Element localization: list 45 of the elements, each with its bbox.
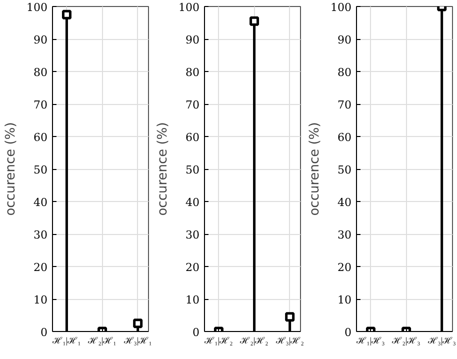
y-axis-title: occurence (%) bbox=[4, 122, 19, 216]
y-tick-label: 10 bbox=[338, 294, 352, 306]
y-tick-label: 30 bbox=[338, 228, 352, 242]
y-tick-label: 100 bbox=[330, 1, 352, 14]
x-tick-label: ℋ₂|ℋ₂ bbox=[239, 336, 268, 346]
y-tick-label: 90 bbox=[34, 34, 48, 46]
y-tick-label: 40 bbox=[338, 196, 352, 209]
y-tick-label: 0 bbox=[192, 326, 200, 339]
y-tick-label: 70 bbox=[338, 98, 352, 112]
y-tick-label: 20 bbox=[186, 261, 200, 274]
y-tick-label: 0 bbox=[40, 326, 48, 339]
y-tick-label: 0 bbox=[344, 326, 352, 339]
x-tick-label: ℋ₃|ℋ₃ bbox=[426, 336, 456, 346]
y-tick-label: 70 bbox=[186, 98, 200, 112]
y-axis-title: occurence (%) bbox=[156, 122, 171, 216]
y-tick-label: 80 bbox=[186, 66, 200, 79]
y-tick-label: 60 bbox=[338, 131, 352, 144]
y-tick-label: 20 bbox=[34, 261, 48, 274]
x-tick-label: ℋ₃|ℋ₁ bbox=[122, 336, 152, 346]
x-tick-label: ℋ₁|ℋ₂ bbox=[204, 336, 233, 346]
x-tick-label: ℋ₁|ℋ₃ bbox=[356, 336, 385, 346]
x-tick-label: ℋ₁|ℋ₁ bbox=[52, 336, 81, 346]
y-tick-label: 50 bbox=[34, 164, 48, 176]
y-tick-label: 80 bbox=[34, 66, 48, 79]
y-tick-label: 60 bbox=[186, 131, 200, 144]
x-tick-label: ℋ₃|ℋ₂ bbox=[274, 336, 304, 346]
y-tick-label: 10 bbox=[34, 294, 48, 306]
x-tick-label: ℋ₂|ℋ₁ bbox=[87, 336, 116, 346]
y-axis-title: occurence (%) bbox=[308, 122, 323, 216]
y-tick-label: 40 bbox=[34, 196, 48, 209]
x-tick-label: ℋ₂|ℋ₃ bbox=[391, 336, 420, 346]
y-tick-label: 90 bbox=[186, 34, 200, 46]
y-tick-label: 100 bbox=[26, 1, 48, 14]
y-tick-label: 20 bbox=[338, 261, 352, 274]
y-tick-label: 30 bbox=[186, 228, 200, 242]
y-tick-label: 50 bbox=[186, 164, 200, 176]
y-tick-label: 50 bbox=[338, 164, 352, 176]
y-tick-label: 40 bbox=[186, 196, 200, 209]
y-tick-label: 90 bbox=[338, 34, 352, 46]
y-tick-label: 10 bbox=[186, 294, 200, 306]
y-tick-label: 60 bbox=[34, 131, 48, 144]
y-tick-label: 30 bbox=[34, 228, 48, 242]
y-tick-label: 100 bbox=[178, 1, 200, 14]
y-tick-label: 80 bbox=[338, 66, 352, 79]
y-tick-label: 70 bbox=[34, 98, 48, 112]
